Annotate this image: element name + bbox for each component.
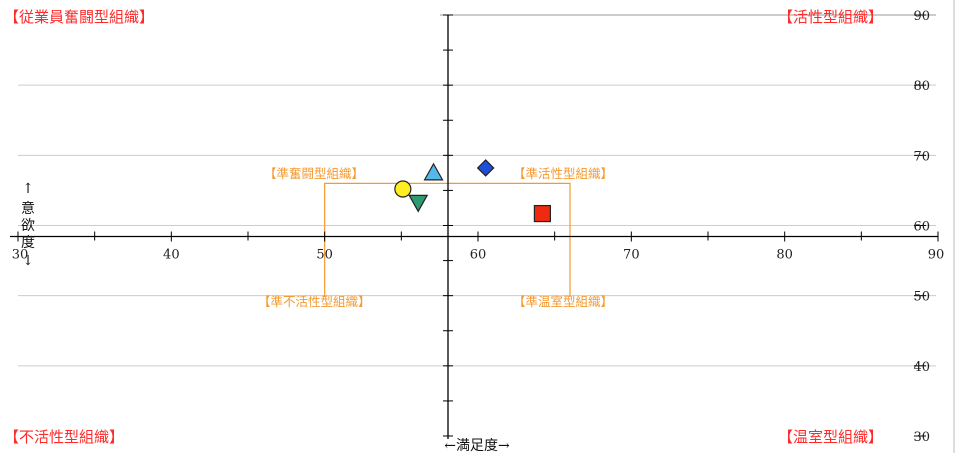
inner-label-top-left: 【準奮闘型組織】 [264,166,364,181]
grid-lines [18,14,936,367]
data-point-3-triangle-down [408,194,429,213]
y-axis-title: ↑ 意 欲 度 ↓ [21,181,35,269]
x-tick-label-60: 60 [470,248,487,263]
y-tick-label-50: 50 [913,290,930,305]
quadrant-label-top-left: 【従業員奮闘型組織】 [4,8,154,26]
inner-box-outline [324,182,571,297]
quadrant-label-bottom-right: 【温室型組織】 [778,428,883,446]
x-tick-label-90: 90 [928,248,945,263]
inner-label-bottom-left: 【準不活性型組織】 [258,294,371,309]
inner-label-top-right: 【準活性型組織】 [513,166,613,181]
y-axis-title-arrow-down: ↓ [22,253,34,269]
x-tick-label-30: 30 [12,248,29,263]
y-tick-label-80: 80 [913,79,930,94]
x-tick-label-80: 80 [776,248,793,263]
inner-label-bottom-right: 【準温室型組織】 [513,294,613,309]
y-axis-title-char-3: 度 [21,235,35,251]
data-point-4-diamond [476,159,495,177]
x-tick-label-40: 40 [163,248,180,263]
x-axis-title: ←満足度→ [444,438,510,453]
y-axis-title-arrow-up: ↑ [22,181,34,197]
data-points [394,159,552,223]
inner-region-box [324,182,571,297]
tick-labels: 30 40 50 60 70 80 90 30 40 50 60 70 80 90 [12,9,945,445]
axis-ticks [17,14,939,437]
y-tick-label-70: 70 [913,149,930,164]
y-axis-title-char-2: 欲 [21,218,35,234]
y-axis-title-char-1: 意 [21,200,35,217]
x-tick-label-50: 50 [316,248,333,263]
data-point-1-circle [394,180,412,198]
y-tick-label-90: 90 [913,9,930,24]
axes [10,15,938,439]
y-tick-label-60: 60 [913,220,930,235]
y-tick-label-30: 30 [913,430,930,445]
data-point-5-square [533,204,552,223]
quadrant-label-bottom-left: 【不活性型組織】 [4,428,124,446]
y-tick-label-40: 40 [913,360,930,375]
x-tick-label-70: 70 [623,248,640,263]
data-point-2-triangle-up [423,162,444,181]
quadrant-label-top-right: 【活性型組織】 [778,8,883,26]
